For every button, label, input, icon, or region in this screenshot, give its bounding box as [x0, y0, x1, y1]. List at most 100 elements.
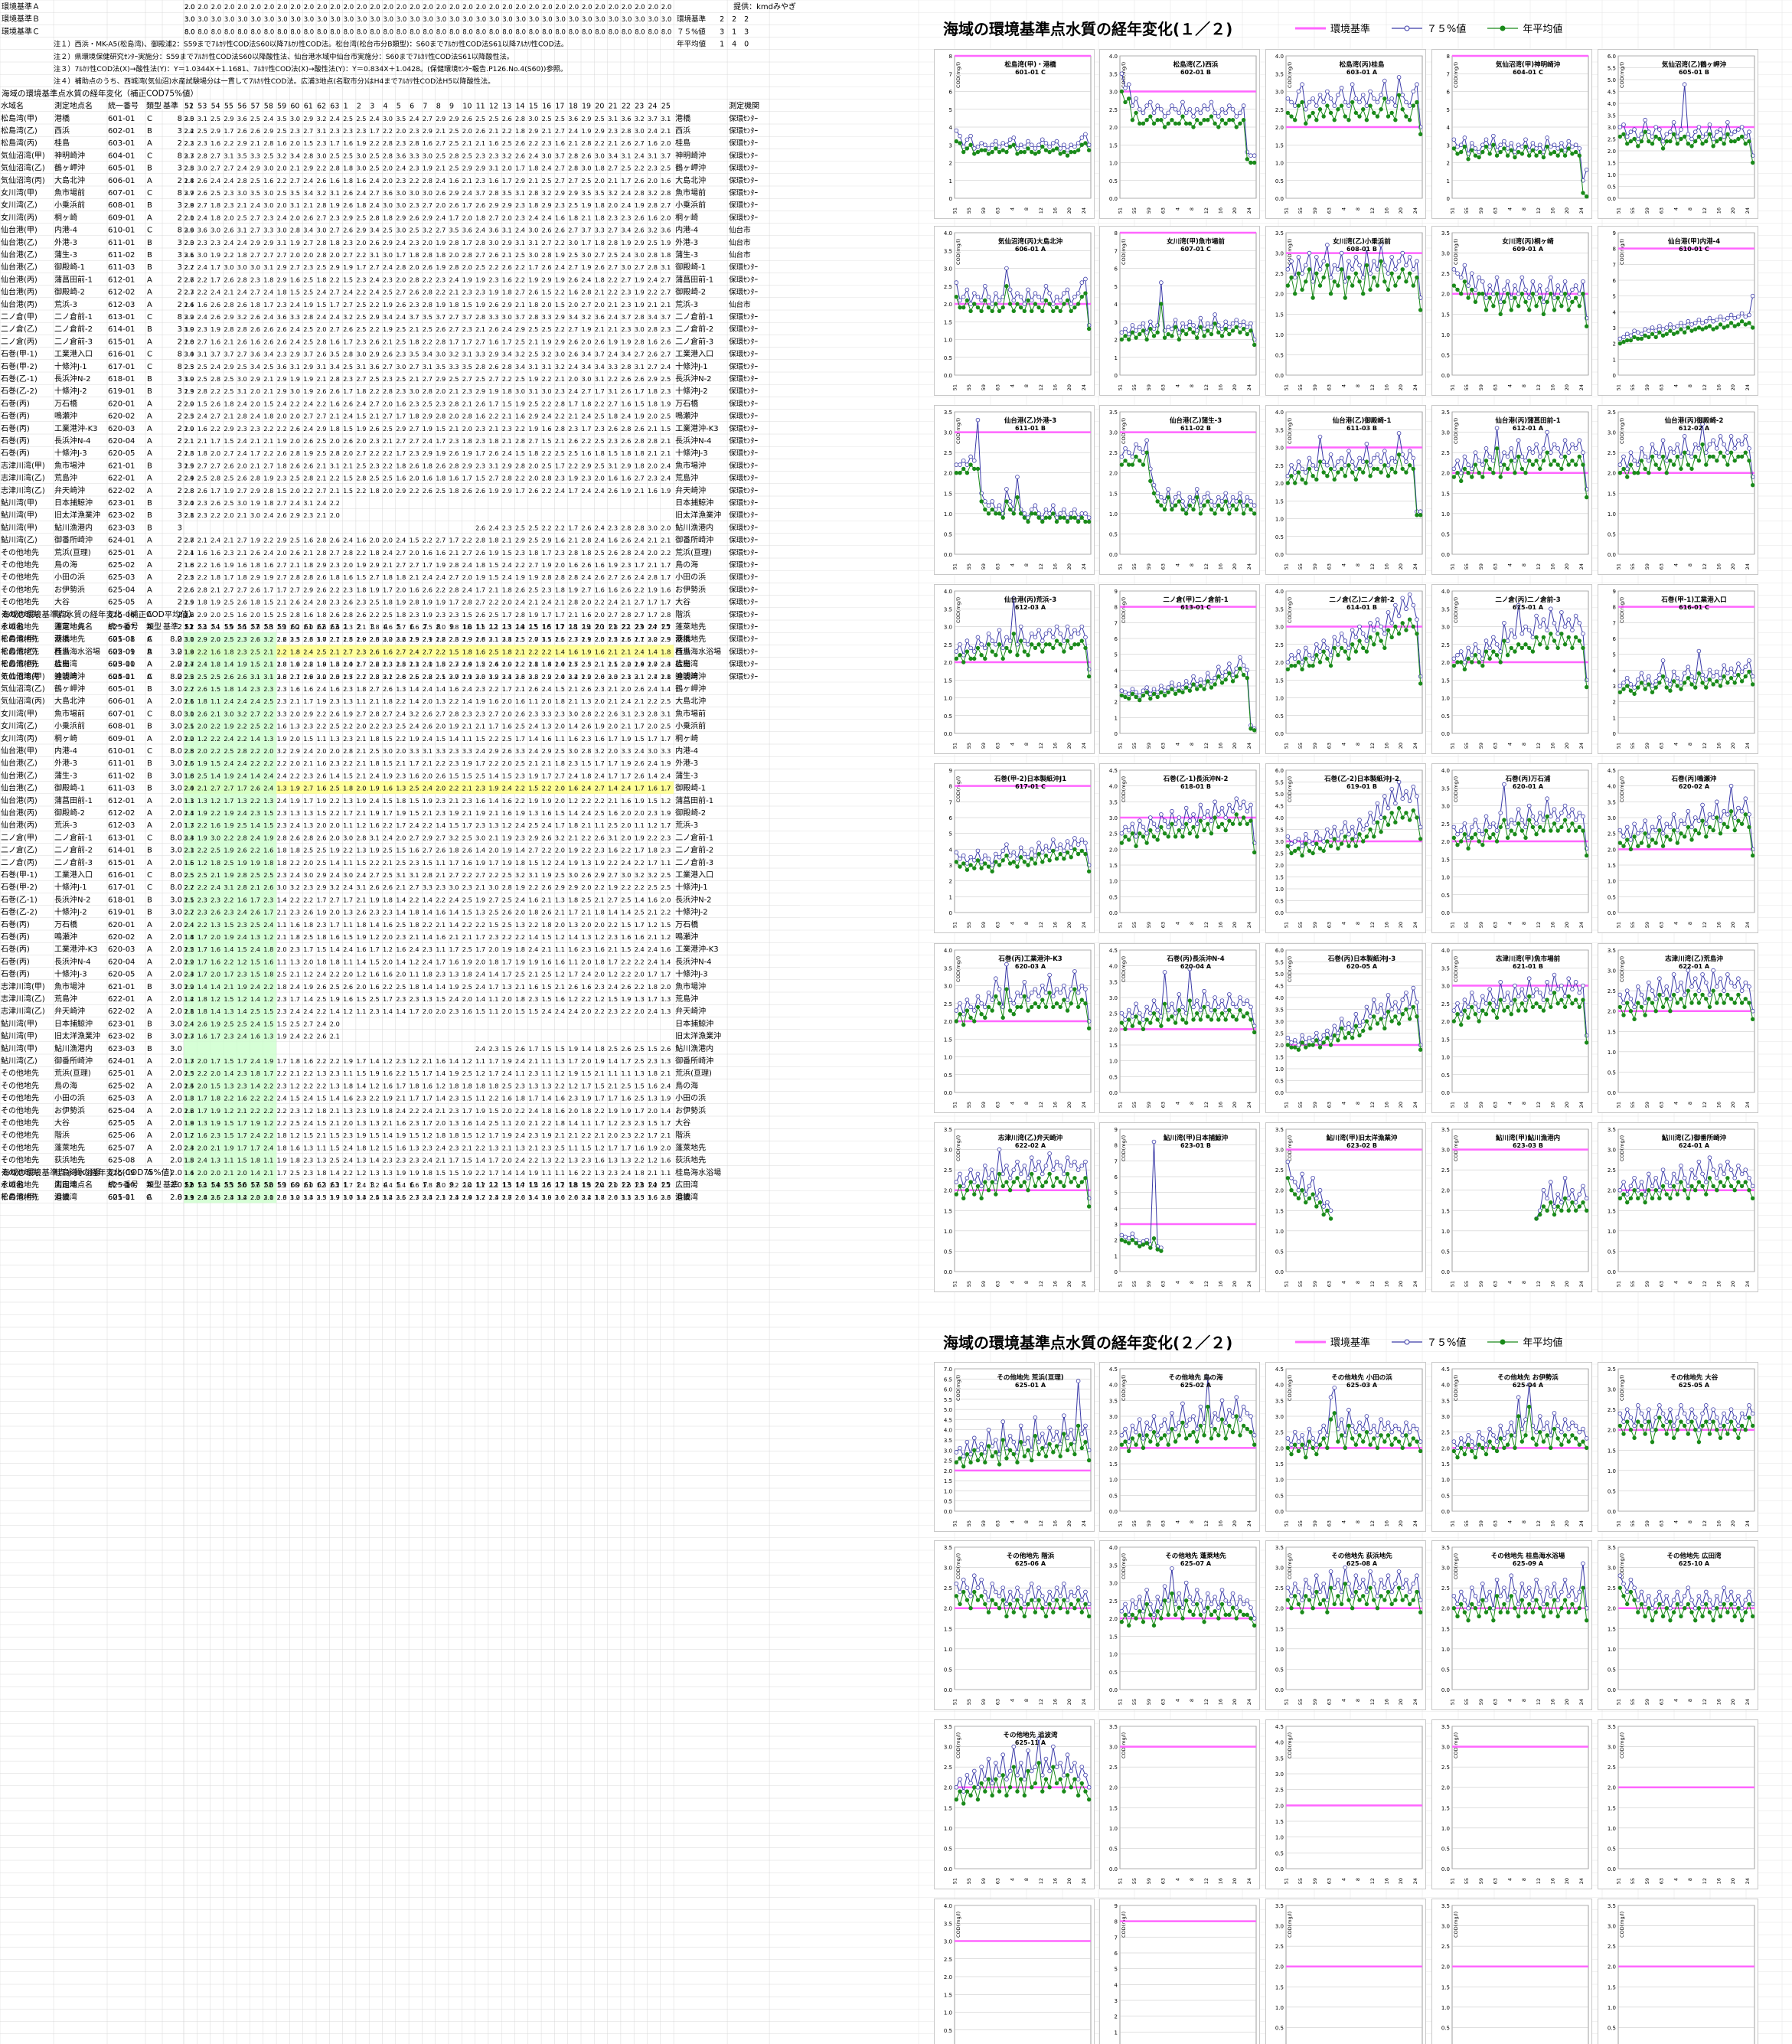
- data-cell: 1.6: [423, 549, 432, 557]
- data-cell: 2.1: [568, 697, 578, 705]
- data-cell: 2.4: [184, 1144, 194, 1151]
- data-cell: 2.2: [290, 400, 300, 407]
- data-cell: 1.7: [211, 276, 220, 283]
- highlight-cells: [184, 942, 277, 955]
- data-cell: 1.3: [449, 1119, 459, 1127]
- data-cell: 1.2: [648, 1157, 658, 1164]
- data-cell: 1.6: [555, 1107, 565, 1115]
- station-repeat: 蒲菖田前-1: [675, 795, 713, 805]
- data-cell: 2.9: [661, 635, 671, 643]
- data-cell: 2.2: [528, 1157, 538, 1164]
- station-repeat: 内港-4: [675, 225, 698, 235]
- data-cell: 2.1: [211, 871, 220, 879]
- y-tick-label: 2.0: [944, 302, 952, 308]
- mean-point: [1509, 148, 1513, 152]
- data-cell: 1.9: [502, 834, 512, 841]
- data-cell: 1.5: [582, 759, 592, 767]
- data-cell: 1.5: [184, 1082, 194, 1089]
- p75-point: [1144, 103, 1149, 108]
- p75-point: [1058, 146, 1062, 151]
- agency-cell: 保環ｾﾝﾀｰ: [729, 201, 758, 210]
- std-value: 8.0: [635, 28, 645, 36]
- data-cell: 2.3: [303, 772, 313, 779]
- mean-point: [1647, 139, 1651, 144]
- data-cell: 2.4: [396, 165, 406, 172]
- mean-point: [1339, 103, 1344, 108]
- data-cell: 1.6: [555, 635, 565, 643]
- data-cell: 2.8: [621, 425, 631, 433]
- data-cell: 1.5: [462, 301, 472, 309]
- data-cell: 2.3: [449, 611, 459, 619]
- highlight-row: [184, 645, 674, 658]
- data-cell: 2.1: [237, 623, 247, 631]
- data-cell: 2.3: [648, 809, 658, 817]
- data-cell: 2.8: [383, 387, 393, 395]
- data-cell: 2.2: [582, 995, 592, 1003]
- data-cell: 1.9: [542, 797, 552, 805]
- data-cell: 1.9: [608, 561, 618, 569]
- p75-point: [965, 287, 970, 292]
- p75-point: [1004, 266, 1009, 271]
- highlight-cells: [184, 1017, 277, 1030]
- data-cell: 1.6: [595, 735, 605, 743]
- type-class: A: [147, 635, 152, 644]
- data-cell: 2.4: [370, 772, 380, 779]
- data-cell: 2.2: [184, 685, 194, 693]
- data-cell: 1.7: [488, 1157, 498, 1164]
- data-cell: 2.8: [237, 883, 247, 891]
- data-cell: 1.8: [290, 1057, 300, 1065]
- station-repeat: 桐ヶ崎: [675, 733, 698, 743]
- mean-point: [1530, 148, 1536, 152]
- data-cell: 1.5: [528, 785, 538, 792]
- data-cell: 2.8: [515, 623, 525, 631]
- data-cell: 1.6: [290, 921, 300, 929]
- p75-point: [1386, 100, 1391, 105]
- std-value: 3.0: [648, 16, 659, 24]
- data-cell: 2.0: [343, 661, 353, 668]
- data-cell: 2.0: [396, 276, 406, 283]
- data-cell: 2.3: [410, 201, 419, 209]
- data-cell: 1.9: [608, 883, 618, 891]
- mean-point: [1138, 121, 1142, 126]
- data-cell: 1.9: [635, 276, 645, 283]
- data-cell: 2.4: [263, 289, 273, 296]
- data-cell: 2.3: [330, 127, 340, 135]
- data-cell: 2.6: [197, 177, 207, 184]
- data-cell: 1.8: [383, 599, 393, 606]
- data-cell: 2.7: [330, 635, 340, 643]
- data-cell: 2.3: [568, 759, 578, 767]
- data-cell: 2.4: [184, 971, 194, 978]
- data-cell: 1.4: [224, 945, 233, 953]
- data-cell: 2.9: [184, 475, 194, 482]
- agency-cell: 保環ｾﾝﾀｰ: [729, 399, 758, 408]
- data-cell: 1.9: [475, 697, 485, 705]
- data-cell: 1.8: [648, 847, 658, 854]
- data-cell: 2.6: [224, 673, 233, 681]
- type-class: A: [147, 648, 152, 656]
- data-cell: 2.6: [224, 462, 233, 469]
- data-cell: 2.3: [528, 710, 538, 717]
- station-code: 625-03: [108, 573, 135, 582]
- data-cell: 2.3: [184, 387, 194, 395]
- data-cell: 2.3: [263, 685, 273, 693]
- data-cell: 1.6: [621, 1095, 631, 1102]
- data-cell: 2.3: [410, 859, 419, 867]
- std-value: 8.0: [304, 28, 315, 36]
- data-cell: 1.8: [184, 1157, 194, 1164]
- data-cell: 1.7: [184, 1057, 194, 1065]
- water-area: その他地先: [1, 1093, 39, 1103]
- data-cell: 2.3: [370, 462, 380, 469]
- chart-panel: 0.0 0.5 1.0 1.5 2.0 2.5 3.0 3.5 4.0 COD(mg/l) 51 55…: [1099, 49, 1260, 219]
- mean-point: [1679, 136, 1683, 142]
- data-cell: 1.5: [224, 437, 233, 445]
- x-tick-label: 51: [951, 207, 958, 214]
- p75-point: [1069, 142, 1074, 148]
- data-cell: 1.4: [184, 933, 194, 941]
- data-cell: 1.7: [608, 958, 618, 965]
- data-cell: 2.7: [356, 661, 366, 668]
- data-cell: 2.5: [250, 921, 260, 929]
- std-value: 2: [178, 289, 182, 297]
- data-cell: 1.5: [621, 945, 631, 953]
- data-cell: 2.2: [197, 921, 207, 929]
- data-cell: 2.7: [621, 276, 631, 283]
